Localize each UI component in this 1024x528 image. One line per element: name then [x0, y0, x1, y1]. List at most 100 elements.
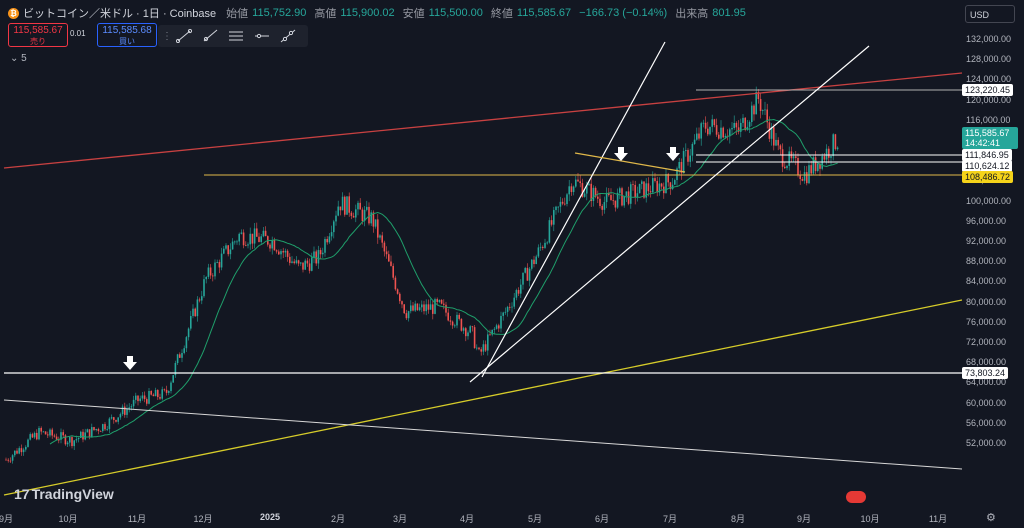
candle-body: [60, 432, 62, 440]
candle-body: [832, 134, 834, 157]
candle-body: [764, 109, 766, 111]
drag-handle-icon[interactable]: ⋮: [162, 30, 172, 42]
time-axis-label: 3月: [392, 514, 408, 524]
candle-body: [801, 179, 804, 181]
candle-body: [183, 348, 185, 353]
candle-body: [392, 265, 394, 278]
candle-body: [291, 261, 293, 263]
horizontal-ray-icon[interactable]: [250, 26, 274, 46]
extended-line-icon[interactable]: [276, 26, 300, 46]
sell-button[interactable]: 115,585.67 売り: [8, 23, 68, 47]
candle-body: [656, 180, 658, 193]
candle-body: [612, 200, 614, 202]
candle-body: [636, 193, 639, 198]
candle-body: [834, 134, 837, 150]
candle-body: [718, 134, 720, 139]
candle-body: [289, 256, 291, 263]
flag-trendline[interactable]: [574, 152, 686, 173]
candle-body: [300, 262, 302, 264]
descending-trendline[interactable]: [3, 399, 963, 470]
candle-body: [346, 196, 348, 215]
candle-body: [198, 299, 201, 301]
symbol-title[interactable]: ビットコイン／米ドル · 1日 · Coinbase: [23, 8, 217, 20]
candle-body: [209, 267, 212, 276]
candle-body: [784, 166, 786, 169]
candle-body: [82, 431, 84, 440]
tradingview-logo: 17 TradingView: [14, 486, 114, 502]
candle-body: [449, 320, 452, 322]
candle-body: [797, 157, 799, 176]
candle-body: [29, 434, 31, 440]
current-price-tag: 115,585.67 14:42:41: [962, 127, 1018, 149]
gear-icon[interactable]: ⚙: [986, 512, 996, 524]
candle-body: [594, 187, 597, 197]
support-trendline[interactable]: [3, 299, 963, 496]
candle-body: [280, 251, 282, 255]
wedge-support-ray[interactable]: [469, 45, 870, 383]
candle-body: [293, 261, 295, 264]
candle-body: [249, 233, 251, 245]
candle-body: [693, 139, 696, 144]
ray-icon[interactable]: [198, 26, 222, 46]
candle-body: [546, 242, 548, 244]
resistance-trendline[interactable]: [3, 72, 963, 169]
economic-events-icon[interactable]: [846, 491, 866, 503]
time-axis-label: 5月: [527, 514, 543, 524]
candle-body: [95, 428, 97, 431]
candle-body: [638, 183, 641, 194]
candle-body: [38, 427, 40, 440]
candle-body: [69, 437, 71, 443]
candle-body: [36, 432, 38, 440]
candle-body: [262, 230, 265, 237]
candle-body: [414, 303, 416, 311]
candle-body: [141, 395, 144, 399]
candle-body: [828, 148, 830, 158]
trend-line-icon[interactable]: [172, 26, 196, 46]
candle-body: [762, 110, 764, 111]
candle-body: [251, 233, 254, 244]
candle-body: [506, 306, 509, 312]
candle-body: [181, 352, 183, 358]
candle-body: [715, 125, 718, 135]
currency-selector[interactable]: USD: [965, 5, 1015, 23]
candle-body: [537, 247, 540, 257]
candle-body: [110, 417, 113, 419]
candle-body: [302, 262, 304, 270]
candle-body: [339, 206, 342, 211]
candle-body: [557, 206, 559, 208]
buy-button[interactable]: 115,585.68 買い: [97, 23, 157, 47]
candle-body: [429, 304, 432, 310]
candle-body: [680, 162, 683, 174]
candle-body: [33, 432, 36, 438]
candle-body: [172, 375, 174, 383]
candle-body: [416, 303, 419, 311]
candle-body: [812, 157, 815, 174]
candle-body: [711, 119, 713, 127]
candle-body: [374, 219, 377, 227]
candle-body: [161, 389, 163, 399]
candle-body: [295, 260, 298, 264]
candle-body: [775, 139, 777, 146]
candle-body: [75, 439, 78, 441]
candle-body: [498, 325, 500, 329]
candle-body: [77, 437, 80, 440]
candle-body: [808, 165, 810, 184]
indicator-collapse-toggle[interactable]: ⌄ 5: [10, 53, 27, 64]
candle-body: [700, 123, 702, 139]
candle-body: [359, 202, 361, 210]
candle-body: [152, 394, 155, 397]
candle-body: [245, 245, 247, 247]
candle-body: [649, 191, 652, 193]
candle-body: [643, 181, 645, 198]
candle-body: [154, 390, 157, 397]
candle-body: [22, 449, 25, 453]
candle-body: [207, 267, 210, 277]
candle-body: [779, 145, 782, 150]
steep-support-ray[interactable]: [481, 41, 666, 378]
candle-body: [744, 117, 746, 130]
candle-body: [647, 183, 650, 192]
candle-body: [286, 250, 289, 257]
price-axis-label: 76,000.00: [966, 316, 1007, 327]
parallel-channel-icon[interactable]: [224, 26, 248, 46]
